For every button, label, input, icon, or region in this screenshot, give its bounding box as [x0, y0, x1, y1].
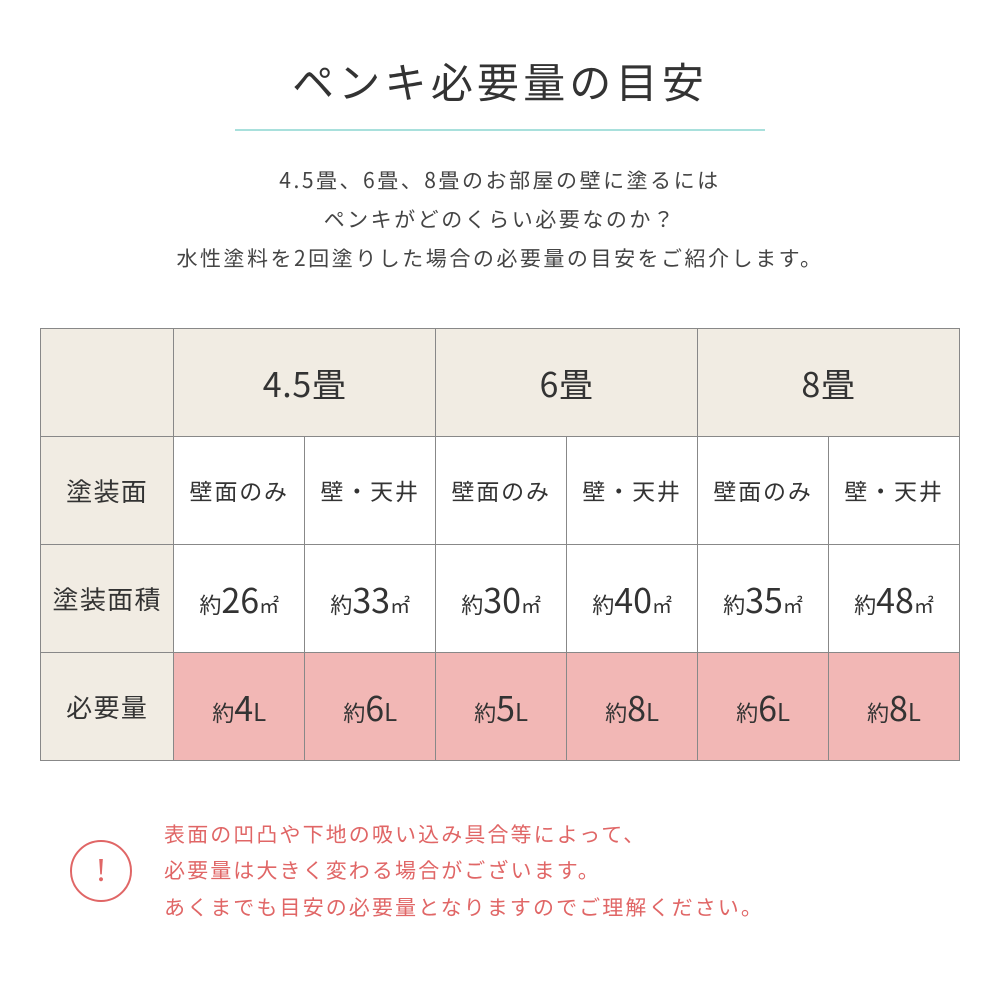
note-line: 表面の凹凸や下地の吸い込み具合等によって、 — [164, 819, 646, 849]
room-header-row: 4.5畳 6畳 8畳 — [41, 328, 960, 436]
req-cell: 約8L — [567, 652, 698, 760]
surface-cell: 壁・天井 — [305, 436, 436, 544]
req-cell: 約6L — [305, 652, 436, 760]
note: ! 表面の凹凸や下地の吸い込み具合等によって、 必要量は大きく変わる場合がござい… — [40, 816, 960, 926]
surface-cell: 壁面のみ — [174, 436, 305, 544]
req-cell: 約8L — [829, 652, 960, 760]
intro-line: 水性塗料を2回塗りした場合の必要量の目安をご紹介します。 — [176, 243, 823, 273]
intro-line: ペンキがどのくらい必要なのか？ — [324, 204, 677, 234]
paint-table: 4.5畳 6畳 8畳 塗装面 壁面のみ 壁・天井 壁面のみ 壁・天井 壁面のみ … — [40, 328, 960, 761]
area-cell: 約40㎡ — [567, 544, 698, 652]
area-cell: 約48㎡ — [829, 544, 960, 652]
surface-cell: 壁・天井 — [829, 436, 960, 544]
empty-corner — [41, 328, 174, 436]
intro-line: 4.5畳、6畳、8畳のお部屋の壁に塗るには — [279, 165, 720, 195]
note-text: 表面の凹凸や下地の吸い込み具合等によって、 必要量は大きく変わる場合がございます… — [164, 816, 764, 926]
area-cell: 約33㎡ — [305, 544, 436, 652]
area-cell: 約35㎡ — [698, 544, 829, 652]
page-title: ペンキ必要量の目安 — [235, 50, 765, 131]
row-label-surface: 塗装面 — [41, 436, 174, 544]
intro-text: 4.5畳、6畳、8畳のお部屋の壁に塗るには ペンキがどのくらい必要なのか？ 水性… — [40, 161, 960, 278]
warning-icon: ! — [70, 840, 132, 902]
surface-row: 塗装面 壁面のみ 壁・天井 壁面のみ 壁・天井 壁面のみ 壁・天井 — [41, 436, 960, 544]
area-cell: 約30㎡ — [436, 544, 567, 652]
req-row: 必要量 約4L 約6L 約5L 約8L 約6L 約8L — [41, 652, 960, 760]
row-label-req: 必要量 — [41, 652, 174, 760]
room-header: 8畳 — [698, 328, 960, 436]
note-line: あくまでも目安の必要量となりますのでご理解ください。 — [164, 892, 764, 922]
area-cell: 約26㎡ — [174, 544, 305, 652]
row-label-area: 塗装面積 — [41, 544, 174, 652]
req-cell: 約5L — [436, 652, 567, 760]
req-cell: 約6L — [698, 652, 829, 760]
surface-cell: 壁面のみ — [436, 436, 567, 544]
surface-cell: 壁面のみ — [698, 436, 829, 544]
area-row: 塗装面積 約26㎡ 約33㎡ 約30㎡ 約40㎡ 約35㎡ 約48㎡ — [41, 544, 960, 652]
room-header: 6畳 — [436, 328, 698, 436]
note-line: 必要量は大きく変わる場合がございます。 — [164, 855, 601, 885]
surface-cell: 壁・天井 — [567, 436, 698, 544]
req-cell: 約4L — [174, 652, 305, 760]
room-header: 4.5畳 — [174, 328, 436, 436]
